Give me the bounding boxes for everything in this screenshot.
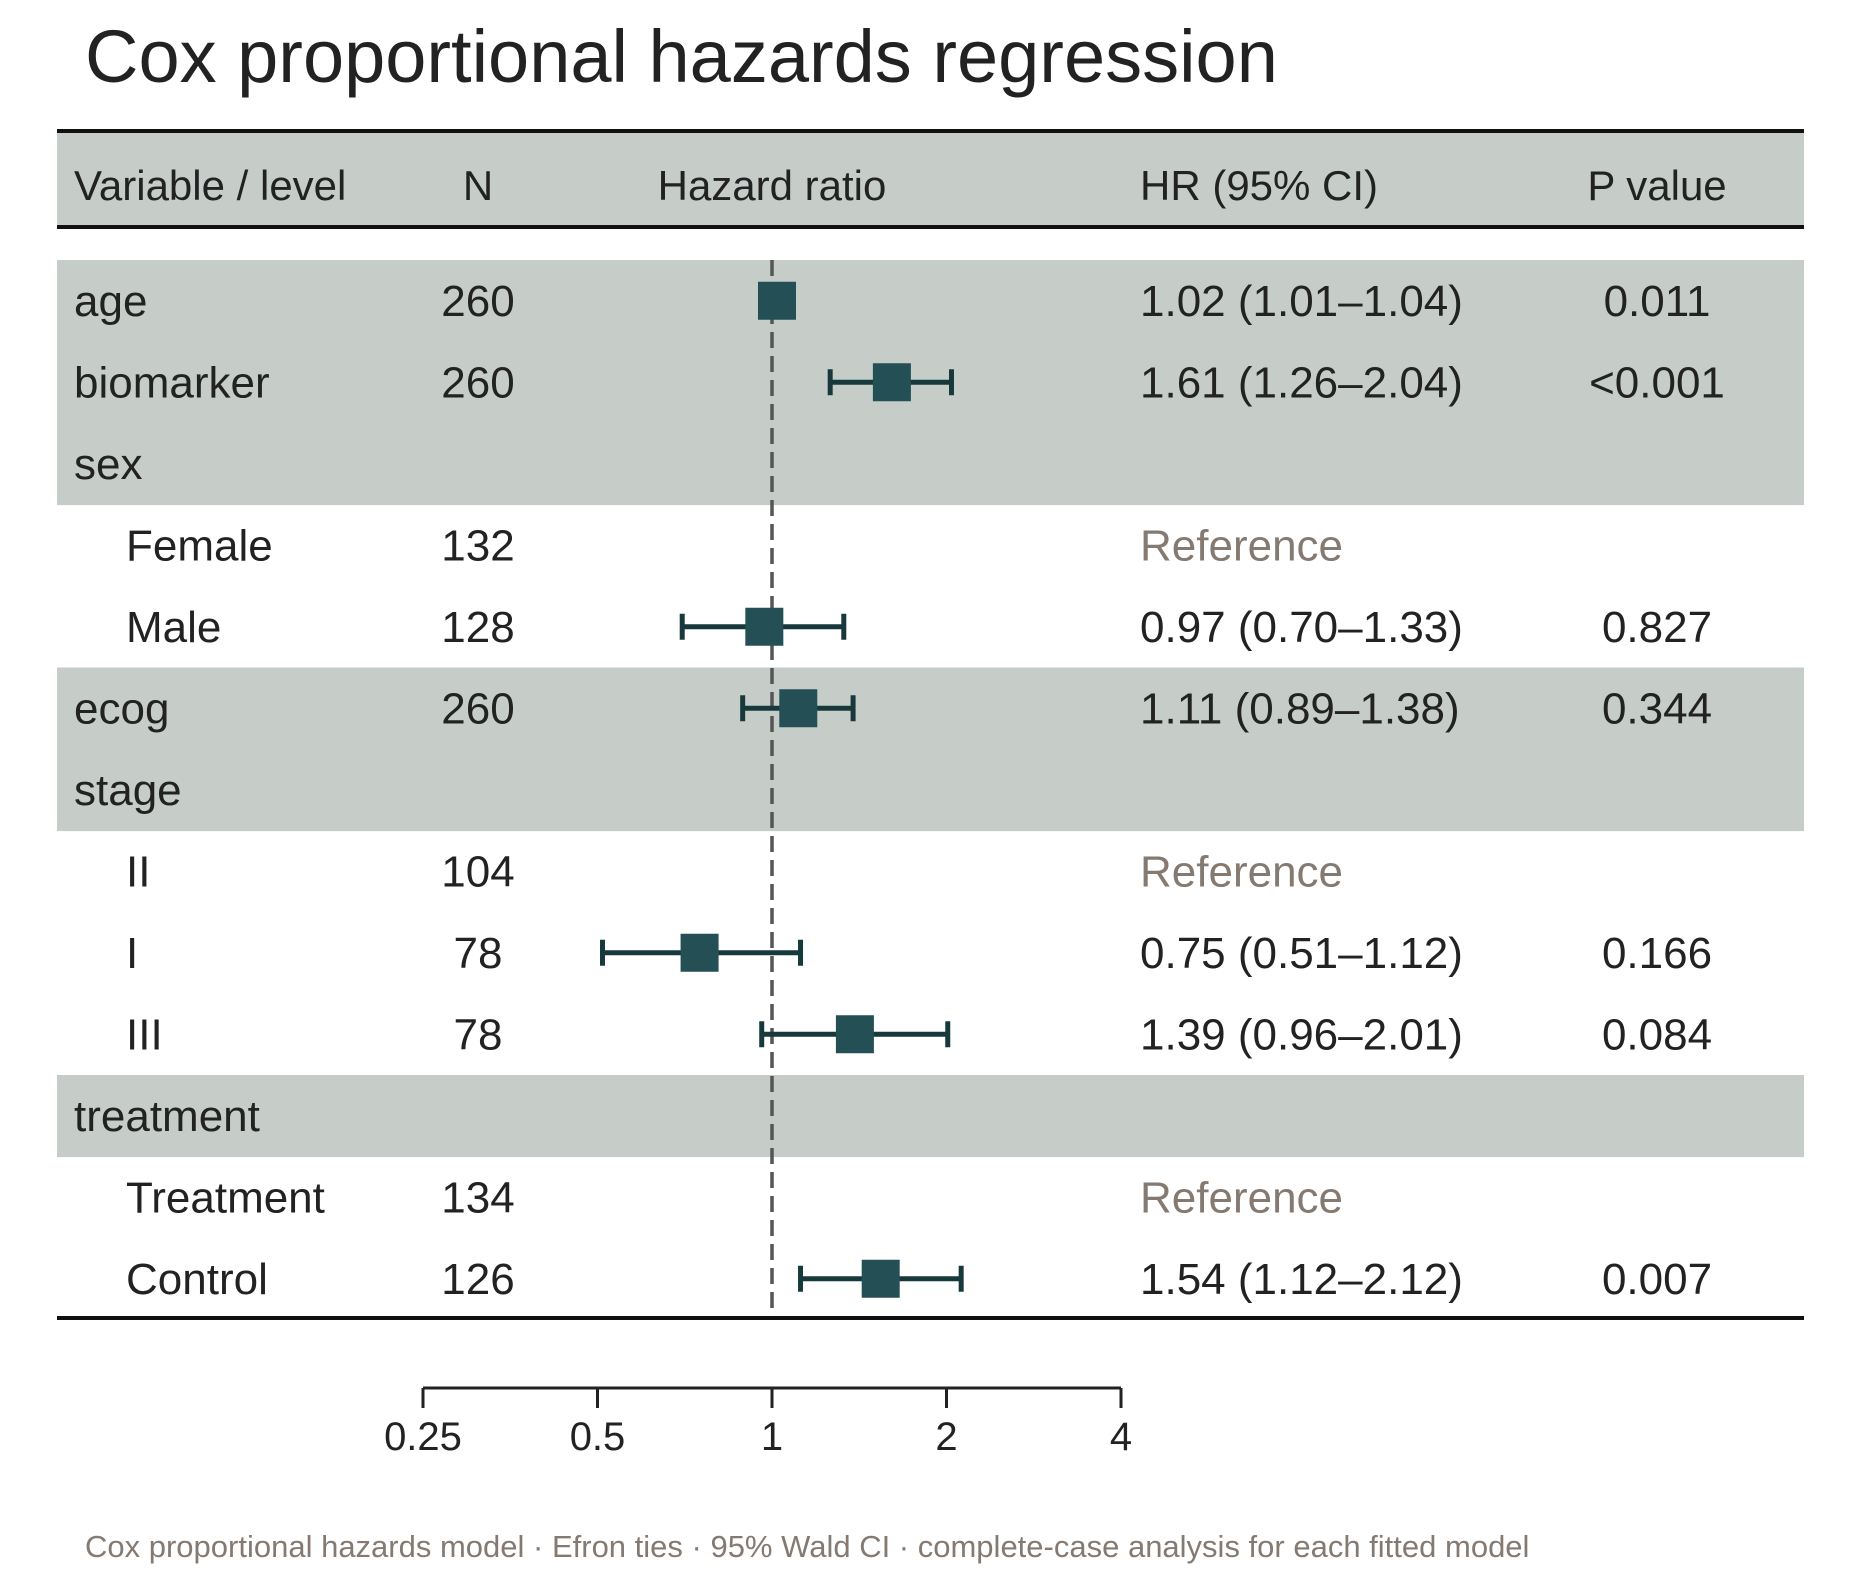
row-band: [57, 260, 1804, 343]
row-label: Male: [126, 603, 221, 652]
row-band: [57, 1075, 1804, 1158]
table-row: biomarker 260 1.61 (1.26–2.04) <0.001: [74, 358, 1725, 407]
row-label: treatment: [74, 1092, 260, 1141]
header-band: [57, 131, 1804, 225]
table-row: Female 132 Reference: [126, 521, 1343, 570]
row-n: 126: [441, 1255, 514, 1304]
row-n: 104: [441, 847, 514, 896]
row-band: [57, 667, 1804, 750]
table-row: I 78 0.75 (0.51–1.12) 0.166: [126, 929, 1712, 978]
row-n: 260: [441, 277, 514, 326]
row-label: ecog: [74, 684, 169, 733]
hr-point: [757, 281, 796, 320]
row-label: Female: [126, 521, 273, 570]
column-header-variable: Variable / level: [74, 162, 346, 209]
table-row: II 104 Reference: [126, 847, 1343, 896]
row-n: 78: [454, 929, 503, 978]
table-row: Control 126 1.54 (1.12–2.12) 0.007: [126, 1255, 1712, 1304]
x-tick-label: 0.5: [570, 1415, 626, 1459]
hr-point: [861, 1259, 900, 1298]
hr-point: [745, 607, 784, 646]
hr-ci-text: 1.54 (1.12–2.12): [1140, 1255, 1463, 1304]
row-label: sex: [74, 440, 142, 489]
reference-label: Reference: [1140, 1173, 1343, 1222]
x-axis: 0.25 0.5 1 2 4: [384, 1386, 1132, 1459]
row-label: I: [126, 929, 138, 978]
p-value: 0.344: [1602, 684, 1712, 733]
p-value: <0.001: [1589, 358, 1725, 407]
row-label: Treatment: [126, 1173, 325, 1222]
row-label: Control: [126, 1255, 268, 1304]
row-n: 260: [441, 684, 514, 733]
table-row: III 78 1.39 (0.96–2.01) 0.084: [126, 1010, 1712, 1059]
table-row: stage: [74, 766, 182, 815]
hr-point: [680, 933, 719, 972]
row-n: 260: [441, 358, 514, 407]
row-n: 132: [441, 521, 514, 570]
table-rows: age 260 1.02 (1.01–1.04) 0.011 biomarker 260 1…: [74, 277, 1725, 1304]
table-row: treatment: [74, 1092, 260, 1141]
table-row: age 260 1.02 (1.01–1.04) 0.011: [74, 277, 1710, 326]
p-value: 0.084: [1602, 1010, 1712, 1059]
x-tick-label: 4: [1110, 1415, 1132, 1459]
hr-ci-text: 1.02 (1.01–1.04): [1140, 277, 1463, 326]
table-row: sex: [74, 440, 142, 489]
row-label: stage: [74, 766, 182, 815]
hr-ci-text: 0.75 (0.51–1.12): [1140, 929, 1463, 978]
column-header-hr-ci: HR (95% CI): [1140, 162, 1378, 209]
hr-point: [779, 689, 818, 728]
p-value: 0.011: [1604, 277, 1711, 326]
column-header-n: N: [463, 162, 493, 209]
x-tick-label: 2: [935, 1415, 957, 1459]
row-label: II: [126, 847, 150, 896]
row-label: age: [74, 277, 147, 326]
row-n: 128: [441, 603, 514, 652]
table-row: Male 128 0.97 (0.70–1.33) 0.827: [126, 603, 1712, 652]
chart-title: Cox proportional hazards regression: [85, 15, 1278, 98]
x-tick-label: 0.25: [384, 1415, 462, 1459]
hr-point: [835, 1015, 874, 1054]
hr-ci-text: 0.97 (0.70–1.33): [1140, 603, 1463, 652]
reference-label: Reference: [1140, 521, 1343, 570]
row-label: biomarker: [74, 358, 270, 407]
row-label: III: [126, 1010, 163, 1059]
p-value: 0.166: [1602, 929, 1712, 978]
row-bands: [57, 260, 1804, 1158]
column-header-p-value: P value: [1587, 162, 1726, 209]
p-value: 0.827: [1602, 603, 1712, 652]
p-value: 0.007: [1602, 1255, 1712, 1304]
column-header-hazard-ratio: Hazard ratio: [658, 162, 887, 209]
table-row: ecog 260 1.11 (0.89–1.38) 0.344: [74, 684, 1712, 733]
row-band: [57, 749, 1804, 832]
hr-ci-text: 1.61 (1.26–2.04): [1140, 358, 1463, 407]
hr-point: [872, 363, 911, 402]
hr-ci-text: 1.39 (0.96–2.01): [1140, 1010, 1463, 1059]
row-band: [57, 423, 1804, 506]
x-tick-label: 1: [761, 1415, 783, 1459]
table-row: Treatment 134 Reference: [126, 1173, 1343, 1222]
row-n: 78: [454, 1010, 503, 1059]
reference-label: Reference: [1140, 847, 1343, 896]
row-n: 134: [441, 1173, 514, 1222]
hr-ci-text: 1.11 (0.89–1.38): [1140, 684, 1460, 733]
footnote: Cox proportional hazards model · Efron t…: [85, 1529, 1529, 1564]
